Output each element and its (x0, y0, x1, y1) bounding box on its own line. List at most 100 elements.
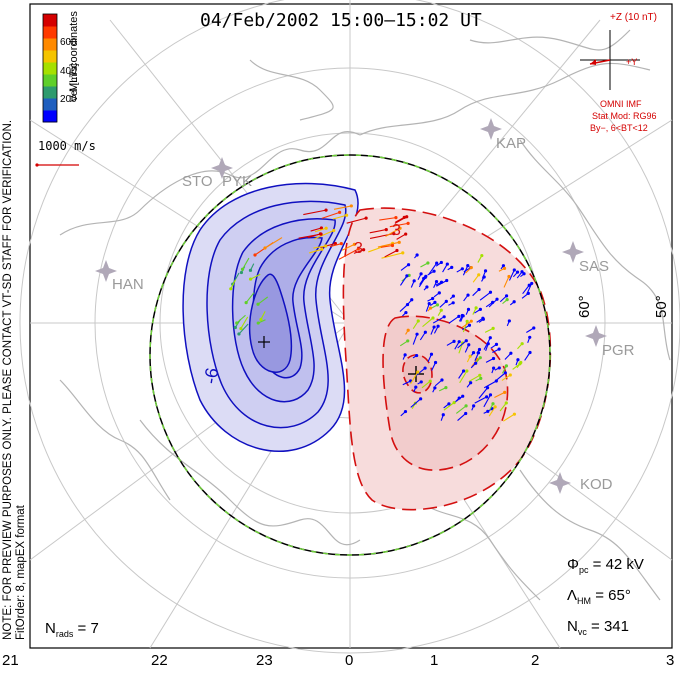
velocity-vector-origin (520, 270, 524, 274)
velocity-vector (314, 229, 334, 240)
velocity-vector (432, 316, 445, 324)
imf-model: Stat Mod: RG96 (592, 111, 657, 121)
velocity-vector-origin (433, 386, 437, 390)
colorbar (42, 13, 58, 123)
nvc-stat: Nvc = 341 (567, 618, 629, 637)
velocity-vector-origin (423, 275, 427, 280)
velocity-vector (308, 248, 323, 254)
velocity-vector-origin (412, 279, 416, 283)
velocity-vector-origin (516, 358, 520, 362)
velocity-vector (508, 269, 515, 281)
velocity-vector-origin (465, 319, 469, 323)
velocity-vector (303, 209, 327, 216)
latitude-label-50: 50° (653, 295, 670, 318)
velocity-vector (240, 316, 249, 329)
velocity-vector (389, 222, 409, 228)
velocity-vector (468, 374, 481, 383)
velocity-vector-origin (505, 298, 509, 302)
velocity-vector-origin (501, 264, 506, 268)
velocity-vector-origin (461, 369, 466, 373)
velocity-vector-origin (324, 208, 328, 212)
station-marker-kod (549, 472, 571, 494)
velocity-vector-origin (425, 285, 429, 289)
velocity-vector-origin (433, 360, 438, 365)
velocity-vector-origin (444, 385, 448, 390)
velocity-vector (459, 370, 468, 384)
phi-pc-stat: Φpc = 42 kV (567, 556, 644, 575)
velocity-vector (418, 277, 426, 288)
velocity-vector-origin (512, 268, 516, 272)
velocity-vector-origin (481, 316, 485, 320)
velocity-vector (462, 265, 469, 276)
velocity-vector-origin (444, 299, 448, 303)
velocity-vector-origin (398, 226, 402, 230)
velocity-vector-origin (404, 232, 408, 236)
colorbar-swatch (43, 38, 57, 51)
coastlines (59, 29, 671, 601)
velocity-vector-origin (428, 306, 433, 310)
mlt-tick-22: 22 (151, 652, 168, 669)
velocity-vector-origin (485, 386, 490, 390)
velocity-vector-origin (476, 351, 481, 355)
velocity-vector-origin (239, 270, 244, 275)
mlt-tick-3: 3 (666, 652, 675, 669)
velocity-vector-origin (507, 319, 511, 323)
velocity-vector (377, 241, 400, 248)
velocity-vector-origin (495, 297, 499, 301)
nrads-stat: Nrads = 7 (45, 620, 99, 639)
velocity-vector-origin (345, 213, 349, 217)
velocity-vector-origin (259, 317, 263, 322)
velocity-vector-origin (406, 221, 410, 225)
velocity-vector-origin (464, 339, 468, 343)
velocity-vector (522, 284, 530, 295)
mlt-tick-0: 0 (345, 652, 354, 669)
velocity-vector-origin (402, 215, 406, 219)
velocity-vector-origin (522, 272, 526, 276)
velocity-vector (238, 323, 249, 335)
page-title: 04/Feb/2002 15:00–15:02 UT (200, 10, 482, 31)
velocity-vector-origin (248, 268, 253, 272)
velocity-vector-origin (440, 378, 444, 382)
velocity-vector-origin (432, 325, 436, 329)
velocity-vector-origin (349, 204, 353, 208)
velocity-vector-origin (480, 253, 484, 258)
velocity-vector-origin (472, 404, 476, 408)
velocity-vector-origin (515, 270, 520, 274)
velocity-vector (242, 257, 250, 270)
velocity-vector-origin (403, 353, 407, 357)
velocity-vector-origin (423, 366, 427, 370)
velocity-vector-origin (319, 232, 323, 236)
colorbar-swatch (43, 62, 57, 75)
velocity-vector (264, 237, 283, 249)
mlt-tick-23: 23 (256, 652, 273, 669)
velocity-vector (503, 413, 515, 422)
velocity-vector (494, 391, 505, 398)
velocity-vector-origin (433, 300, 437, 304)
station-label-pgr: PGR (602, 342, 635, 359)
contour-label-pos3-a: 3 (392, 222, 401, 239)
negative-potential-cell (182, 182, 359, 453)
mlt-tick-1: 1 (430, 652, 439, 669)
velocity-vector (353, 249, 364, 254)
velocity-vector-origin (509, 351, 513, 355)
velocity-vector-origin (404, 310, 408, 315)
velocity-vector (313, 245, 326, 249)
velocity-vector-origin (410, 298, 414, 302)
velocity-vector (245, 292, 255, 303)
station-label-kap: KAP (496, 135, 527, 152)
velocity-vector-origin (447, 402, 451, 406)
velocity-vector (338, 248, 359, 260)
velocity-vector (236, 314, 246, 324)
velocity-vector-origin (395, 248, 399, 253)
velocity-vector-origin (493, 405, 497, 409)
velocity-vector-origin (406, 263, 411, 267)
velocity-vector-origin (362, 248, 366, 252)
velocity-vector-origin (429, 352, 434, 356)
velocity-vector-origin (494, 342, 499, 347)
velocity-vector-origin (239, 326, 243, 331)
velocity-vector (329, 243, 342, 248)
velocity-vector (385, 227, 401, 237)
velocity-vector-origin (237, 332, 241, 336)
velocity-vector-origin (352, 242, 357, 246)
